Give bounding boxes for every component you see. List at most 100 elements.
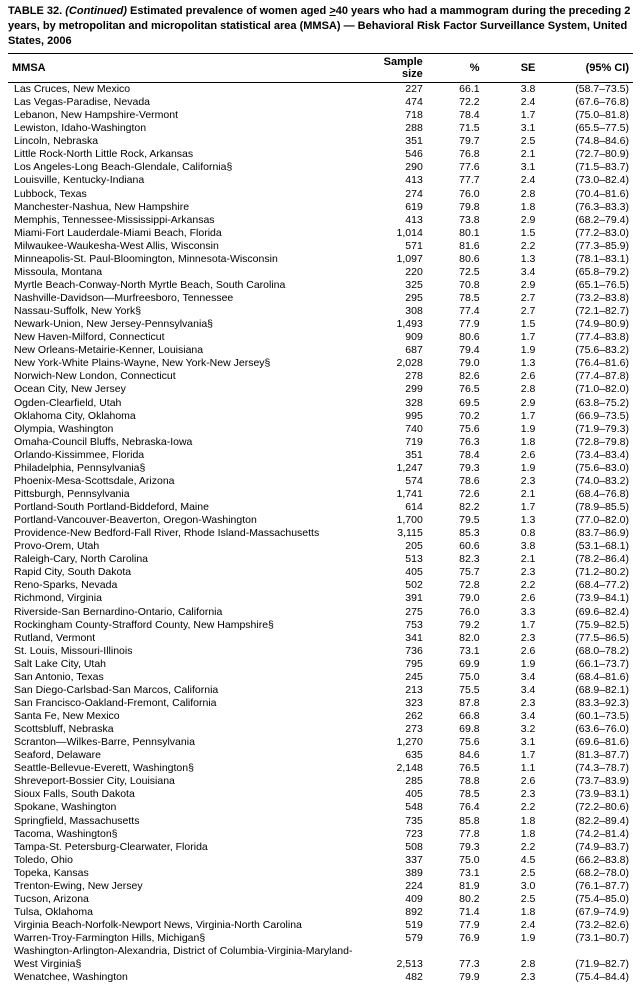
cell-pct: 75.0 [427,853,484,866]
cell-ci: (71.9–79.3) [539,422,633,435]
cell-se: 1.7 [484,331,540,344]
cell-se: 2.3 [484,788,540,801]
cell-sample: 213 [356,683,426,696]
cell-sample: 224 [356,879,426,892]
cell-ci: (72.8–79.8) [539,435,633,448]
table-row: Santa Fe, New Mexico26266.83.4(60.1–73.5… [8,710,633,723]
table-row: Newark-Union, New Jersey-Pennsylvania§1,… [8,318,633,331]
cell-pct: 76.3 [427,435,484,448]
cell-ci: (77.3–85.9) [539,239,633,252]
cell-sample: 1,247 [356,461,426,474]
table-row: Pittsburgh, Pennsylvania1,74172.62.1(68.… [8,487,633,500]
cell-sample: 409 [356,892,426,905]
cell-mmsa: Seaford, Delaware [8,749,356,762]
cell-sample: 288 [356,122,426,135]
cell-sample: 413 [356,174,426,187]
cell-se: 2.3 [484,631,540,644]
cell-sample: 325 [356,278,426,291]
table-row: Rapid City, South Dakota40575.72.3(71.2–… [8,566,633,579]
cell-mmsa: Rapid City, South Dakota [8,566,356,579]
cell-mmsa: Newark-Union, New Jersey-Pennsylvania§ [8,318,356,331]
cell-se: 3.8 [484,540,540,553]
cell-ci: (77.0–82.0) [539,514,633,527]
caption-title-a: Estimated prevalence of women aged [127,5,329,17]
cell-se: 1.3 [484,514,540,527]
cell-pct: 77.6 [427,161,484,174]
cell-mmsa: Louisville, Kentucky-Indiana [8,174,356,187]
cell-pct: 69.8 [427,723,484,736]
cell-se: 1.7 [484,618,540,631]
cell-se: 2.6 [484,644,540,657]
cell-pct: 73.1 [427,866,484,879]
table-row: Providence-New Bedford-Fall River, Rhode… [8,527,633,540]
table-row: Little Rock-North Little Rock, Arkansas5… [8,148,633,161]
cell-mmsa: Ocean City, New Jersey [8,383,356,396]
cell-ci: (74.0–83.2) [539,474,633,487]
table-row: Rutland, Vermont34182.02.3(77.5–86.5) [8,631,633,644]
cell-sample: 285 [356,775,426,788]
cell-pct: 82.6 [427,370,484,383]
cell-sample: 341 [356,631,426,644]
cell-pct: 79.0 [427,592,484,605]
cell-mmsa: Memphis, Tennessee-Mississippi-Arkansas [8,213,356,226]
cell-ci: (75.4–85.0) [539,892,633,905]
cell-sample: 574 [356,474,426,487]
cell-ci: (68.4–76.8) [539,487,633,500]
cell-pct: 79.2 [427,618,484,631]
cell-pct: 79.4 [427,344,484,357]
cell-mmsa: Little Rock-North Little Rock, Arkansas [8,148,356,161]
table-row: Virginia Beach-Norfolk-Newport News, Vir… [8,919,633,932]
cell-sample: 579 [356,932,426,945]
cell-ci: (78.1–83.1) [539,252,633,265]
cell-sample: 474 [356,96,426,109]
table-row: Los Angeles-Long Beach-Glendale, Califor… [8,161,633,174]
cell-sample: 719 [356,435,426,448]
cell-se: 3.1 [484,122,540,135]
cell-ci: (68.9–82.1) [539,683,633,696]
cell-ci: (83.7–86.9) [539,527,633,540]
cell-pct: 75.0 [427,670,484,683]
cell-sample: 389 [356,866,426,879]
cell-mmsa: San Antonio, Texas [8,670,356,683]
cell-sample: 740 [356,422,426,435]
col-header-ci: (95% CI) [539,53,633,82]
cell-ci: (73.9–83.1) [539,788,633,801]
cell-se: 1.9 [484,657,540,670]
cell-pct: 75.6 [427,422,484,435]
cell-se: 1.9 [484,422,540,435]
cell-sample: 736 [356,644,426,657]
cell-ci: (76.3–83.3) [539,200,633,213]
cell-pct: 78.4 [427,448,484,461]
cell-sample: 571 [356,239,426,252]
cell-se: 2.8 [484,958,540,971]
cell-mmsa: Tampa-St. Petersburg-Clearwater, Florida [8,840,356,853]
cell-ci: (73.4–83.4) [539,448,633,461]
table-row: Tacoma, Washington§72377.81.8(74.2–81.4) [8,827,633,840]
cell-sample: 328 [356,396,426,409]
cell-ci: (72.1–82.7) [539,305,633,318]
cell-mmsa: Minneapolis-St. Paul-Bloomington, Minnes… [8,252,356,265]
cell-sample: 502 [356,579,426,592]
cell-mmsa: Lewiston, Idaho-Washington [8,122,356,135]
cell-mmsa: Olympia, Washington [8,422,356,435]
cell-mmsa: Orlando-Kissimmee, Florida [8,448,356,461]
cell-pct: 79.5 [427,514,484,527]
cell-mmsa: Trenton-Ewing, New Jersey [8,879,356,892]
cell-se: 1.7 [484,501,540,514]
cell-pct: 78.6 [427,474,484,487]
cell-sample: 205 [356,540,426,553]
cell-se: 2.4 [484,174,540,187]
cell-se: 2.2 [484,840,540,853]
table-row: Lubbock, Texas27476.02.8(70.4–81.6) [8,187,633,200]
cell-sample: 290 [356,161,426,174]
cell-mmsa: Riverside-San Bernardino-Ontario, Califo… [8,605,356,618]
cell-ci: (69.6–81.6) [539,736,633,749]
cell-se: 3.4 [484,670,540,683]
cell-pct: 66.1 [427,82,484,96]
cell-mmsa: Rutland, Vermont [8,631,356,644]
cell-pct: 80.6 [427,331,484,344]
cell-sample: 508 [356,840,426,853]
cell-sample: 1,014 [356,226,426,239]
table-row: Tulsa, Oklahoma89271.41.8(67.9–74.9) [8,905,633,918]
cell-sample: 274 [356,187,426,200]
